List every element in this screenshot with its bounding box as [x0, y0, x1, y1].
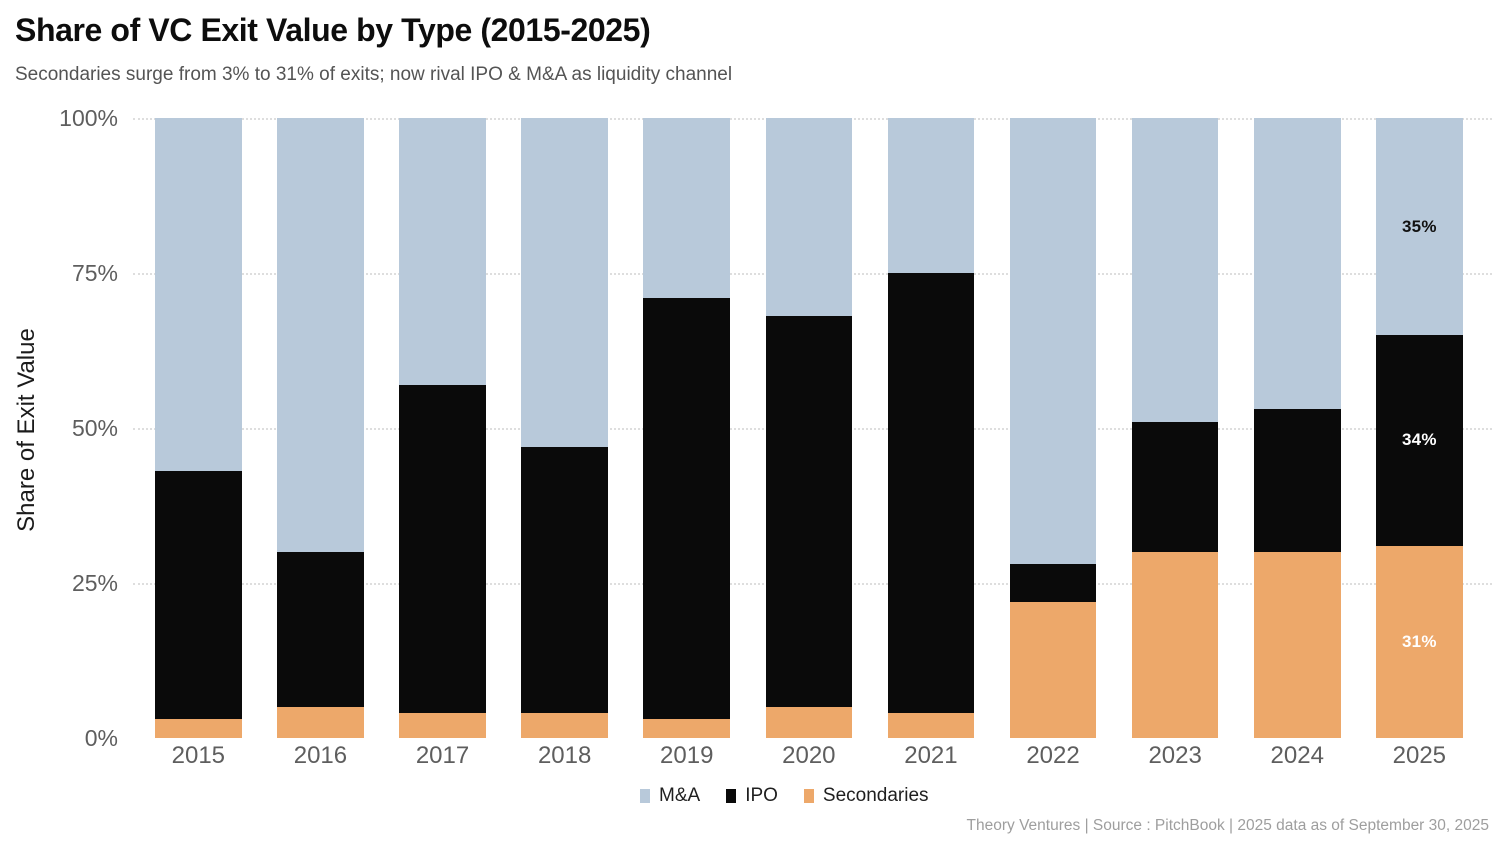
bar-segment-m-a — [155, 118, 242, 472]
bar-segment-secondaries — [765, 706, 853, 738]
bar-2022 — [1009, 118, 1097, 738]
bar-segment-ipo: 34% — [1376, 335, 1463, 546]
bar-segment-m-a — [1009, 118, 1097, 565]
bar-value-label-m-a: 35% — [1402, 216, 1437, 236]
bar-segment-secondaries — [1009, 601, 1097, 738]
bar-2025: 35% 34% 31% — [1376, 118, 1463, 738]
bar-segment-secondaries — [643, 719, 731, 738]
bar-2018 — [521, 118, 608, 738]
bar-value-label-secondaries: 31% — [1402, 631, 1437, 651]
x-tick-label-2021: 2021 — [904, 742, 958, 769]
bar-segment-ipo — [521, 446, 608, 714]
bar-segment-secondaries: 31% — [1376, 545, 1463, 738]
bar-2019 — [643, 118, 731, 738]
bar-segment-m-a — [643, 118, 731, 298]
bar-segment-m-a — [765, 118, 853, 317]
page-subtitle: Secondaries surge from 3% to 31% of exit… — [15, 64, 733, 85]
x-tick-label-2019: 2019 — [660, 742, 714, 769]
x-tick-label-2025: 2025 — [1392, 742, 1447, 769]
bar-segment-secondaries — [399, 713, 486, 738]
bar-segment-m-a — [887, 118, 975, 273]
y-tick-label-75: 75% — [71, 260, 118, 286]
bar-segment-ipo — [277, 552, 364, 707]
legend-item-ipo: IPO — [726, 785, 778, 807]
x-tick-label-2022: 2022 — [1026, 742, 1080, 769]
bar-segment-m-a — [521, 118, 608, 447]
bar-segment-m-a: 35% — [1376, 118, 1463, 335]
x-tick-label-2024: 2024 — [1270, 742, 1324, 769]
bar-segment-ipo — [1253, 409, 1341, 552]
bar-segment-ipo — [155, 471, 242, 720]
bar-segment-secondaries — [521, 713, 608, 738]
bar-segment-secondaries — [1131, 551, 1219, 738]
x-tick-label-2020: 2020 — [782, 742, 836, 769]
x-tick-label-2015: 2015 — [171, 742, 226, 769]
chart-legend: M&A IPO Secondaries — [640, 785, 929, 807]
bar-2023 — [1131, 118, 1219, 738]
legend-label-secondaries: Secondaries — [822, 785, 929, 806]
bar-segment-m-a — [1253, 118, 1341, 410]
bar-segment-ipo — [643, 297, 731, 720]
legend-swatch-ipo-icon — [726, 789, 737, 803]
bar-segment-ipo — [399, 384, 486, 714]
bar-segment-ipo — [887, 273, 975, 714]
bar-segment-m-a — [277, 118, 364, 552]
bar-2015 — [155, 118, 242, 738]
legend-item-secondaries: Secondaries — [803, 785, 929, 807]
bar-2024 — [1253, 118, 1341, 738]
x-tick-label-2023: 2023 — [1148, 742, 1202, 769]
bar-segment-m-a — [1131, 118, 1219, 422]
bar-2016 — [277, 118, 364, 738]
source-credit: Theory Ventures | Source : PitchBook | 2… — [966, 817, 1489, 834]
bar-segment-secondaries — [1253, 551, 1341, 738]
bar-2017 — [399, 118, 486, 738]
bar-segment-m-a — [399, 118, 486, 385]
y-tick-label-50: 50% — [71, 415, 118, 441]
x-tick-label-2018: 2018 — [537, 742, 592, 769]
bar-2021 — [887, 118, 975, 738]
legend-swatch-ma-icon — [640, 789, 650, 803]
legend-item-ma: M&A — [640, 785, 700, 807]
bar-segment-ipo — [765, 316, 853, 707]
bar-segment-ipo — [1131, 421, 1219, 552]
y-tick-label-100: 100% — [59, 105, 118, 131]
legend-swatch-secondaries-icon — [803, 789, 814, 803]
x-tick-label-2016: 2016 — [293, 742, 348, 769]
bar-segment-secondaries — [887, 713, 975, 738]
plot-area: 35% 34% 31% — [133, 118, 1492, 738]
bar-2020 — [765, 118, 853, 738]
x-tick-label-2017: 2017 — [415, 742, 470, 769]
legend-label-ipo: IPO — [745, 785, 778, 806]
legend-label-ma: M&A — [659, 785, 701, 806]
bar-segment-secondaries — [155, 719, 242, 738]
y-tick-label-25: 25% — [71, 570, 118, 596]
page-title: Share of VC Exit Value by Type (2015-202… — [15, 12, 651, 48]
bar-segment-ipo — [1009, 564, 1097, 602]
bar-segment-secondaries — [277, 707, 364, 738]
bar-value-label-ipo: 34% — [1402, 430, 1437, 450]
y-tick-label-0: 0% — [84, 725, 118, 751]
